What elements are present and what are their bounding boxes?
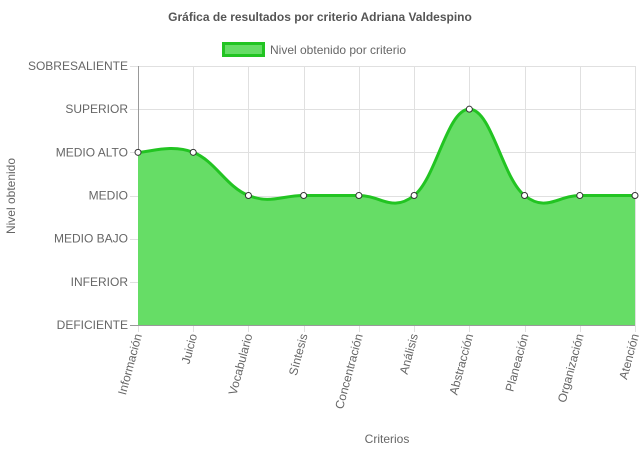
y-tick-label: SOBRESALIENTE — [28, 59, 128, 73]
x-tick-label: Juicio — [179, 332, 201, 366]
plot-area — [134, 105, 639, 326]
x-tick-labels: Información Juicio Vocabulario Síntesis Conc… — [115, 332, 639, 411]
x-axis-label: Criterios — [365, 432, 410, 446]
data-point[interactable] — [576, 192, 584, 199]
data-point[interactable] — [244, 192, 252, 199]
x-tick-label: Síntesis — [286, 332, 311, 377]
data-point[interactable] — [189, 148, 197, 156]
x-tick-label: Atención — [616, 332, 639, 381]
x-tick-label: Organización — [555, 332, 587, 404]
series-line — [137, 107, 635, 205]
legend-label: Nivel obtenido por criterio — [270, 43, 406, 57]
x-tick-label: Vocabulario — [226, 332, 256, 397]
data-point[interactable] — [521, 192, 529, 199]
data-point[interactable] — [631, 192, 639, 199]
data-point[interactable] — [300, 192, 308, 199]
y-tick-label: MEDIO — [89, 189, 128, 203]
y-tick-label: MEDIO ALTO — [56, 145, 128, 159]
x-tick-label: Concentración — [332, 332, 366, 410]
data-point[interactable] — [355, 192, 363, 199]
x-tick-label: Planeación — [503, 332, 532, 393]
x-tick-label: Información — [115, 332, 145, 396]
series-area — [138, 109, 635, 326]
y-tick-label: DEFICIENTE — [57, 318, 128, 332]
x-tick-label: Abstracción — [446, 332, 476, 396]
legend-swatch — [222, 42, 265, 57]
chart-title: Gráfica de resultados por criterio Adria… — [168, 10, 472, 24]
data-point[interactable] — [465, 105, 473, 113]
y-tick-label: MEDIO BAJO — [54, 232, 128, 246]
y-axis-label: Nivel obtenido — [4, 158, 18, 234]
data-point[interactable] — [410, 192, 418, 199]
y-tick-label: SUPERIOR — [65, 102, 128, 116]
y-tick-labels: DEFICIENTE INFERIOR MEDIO BAJO MEDIO MEDIO A… — [28, 59, 128, 332]
y-tick-label: INFERIOR — [71, 275, 129, 289]
x-tick-label: Análisis — [397, 332, 421, 376]
legend[interactable]: Nivel obtenido por criterio — [222, 42, 407, 57]
data-point[interactable] — [134, 148, 142, 156]
